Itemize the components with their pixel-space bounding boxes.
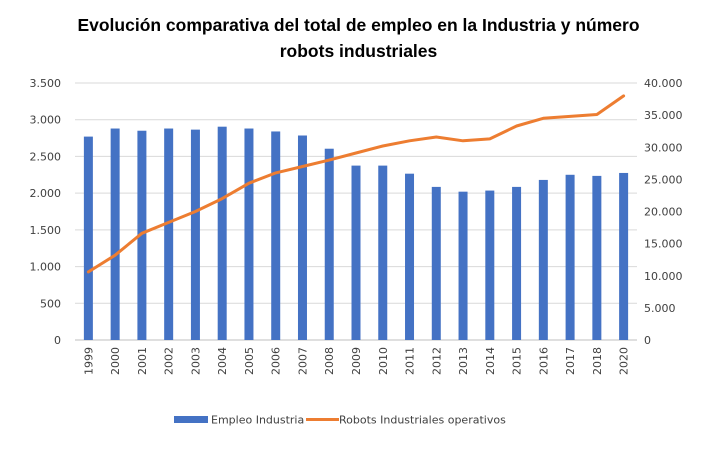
chart-title: Evolución comparativa del total de emple… [0,12,717,64]
y2-tick-label: 20.000 [644,206,683,219]
bar-2005 [244,128,254,340]
x-tick-label: 2020 [618,347,631,375]
y-axis-left: 0 500 1.000 1.500 2.000 2.500 3.000 3.500 [30,77,62,347]
bar-2008 [324,148,334,340]
x-tick-label: 2005 [243,347,256,375]
y-tick-label: 2.500 [30,150,62,163]
x-tick-label: 2016 [537,347,550,375]
chart-title-line-2: robots industriales [279,41,438,61]
x-tick-label: 2006 [270,347,283,375]
x-tick-label: 2004 [216,347,229,375]
bar-2013 [458,191,468,340]
bar-2003 [190,129,200,340]
x-tick-label: 2014 [484,347,497,375]
x-tick-label: 2017 [564,347,577,375]
y-tick-label: 3.000 [30,114,62,127]
x-tick-label: 2013 [457,347,470,375]
x-tick-label: 2007 [296,347,309,375]
x-tick-label: 1999 [82,347,95,375]
legend-swatch-empleo-industria [174,416,208,423]
x-tick-label: 2008 [323,347,336,375]
y2-tick-label: 5.000 [644,302,676,315]
bar-series-empleo-industria [83,126,629,340]
x-tick-label: 2002 [163,347,176,375]
y-tick-label: 500 [40,297,61,310]
bar-2012 [431,186,441,340]
y-tick-label: 2.000 [30,187,62,200]
y-tick-label: 1.500 [30,224,62,237]
bar-2014 [485,190,495,340]
x-tick-label: 2010 [377,347,390,375]
bar-2018 [592,175,602,340]
bar-2015 [512,186,522,340]
line-series-robots [86,94,626,274]
y2-tick-label: 40.000 [644,77,683,90]
bar-2002 [164,128,174,340]
bar-2004 [217,126,227,340]
bar-2016 [538,179,548,340]
x-tick-label: 2009 [350,347,363,375]
y-tick-label: 1.000 [30,261,62,274]
chart-title-line-1: Evolución comparativa del total de emple… [77,15,640,35]
bar-2020 [619,172,629,340]
bar-2010 [378,165,388,340]
y2-tick-label: 30.000 [644,141,683,154]
bar-2006 [271,131,281,340]
bar-2009 [351,165,361,340]
y-tick-label: 3.500 [30,77,62,90]
x-tick-label: 2003 [189,347,202,375]
legend-label-robots: Robots Industriales operativos [339,414,506,427]
x-tick-label: 2012 [430,347,443,375]
y-axis-right: 0 5.000 10.000 15.000 20.000 25.000 30.000 35.0… [644,77,683,347]
bar-2011 [405,173,415,340]
bar-2001 [137,130,147,340]
x-tick-label: 2018 [591,347,604,375]
y2-tick-label: 35.000 [644,109,683,122]
y2-tick-label: 15.000 [644,238,683,251]
x-tick-label: 2011 [404,347,417,375]
y-tick-label: 0 [54,334,61,347]
y2-tick-label: 25.000 [644,173,683,186]
x-axis: 1999 2000 2001 2002 2003 2004 2005 2006 2007 2008… [82,347,630,375]
x-tick-label: 2000 [109,347,122,375]
bar-2007 [297,135,307,340]
x-tick-label: 2001 [136,347,149,375]
x-tick-label: 2015 [511,347,524,375]
y2-tick-label: 0 [644,334,651,347]
bar-1999 [83,136,93,340]
legend-label-empleo-industria: Empleo Industria [211,414,304,427]
legend: Empleo Industria Robots Industriales ope… [174,414,506,427]
y2-tick-label: 10.000 [644,270,683,283]
bar-2000 [110,128,120,340]
bar-2017 [565,174,575,340]
